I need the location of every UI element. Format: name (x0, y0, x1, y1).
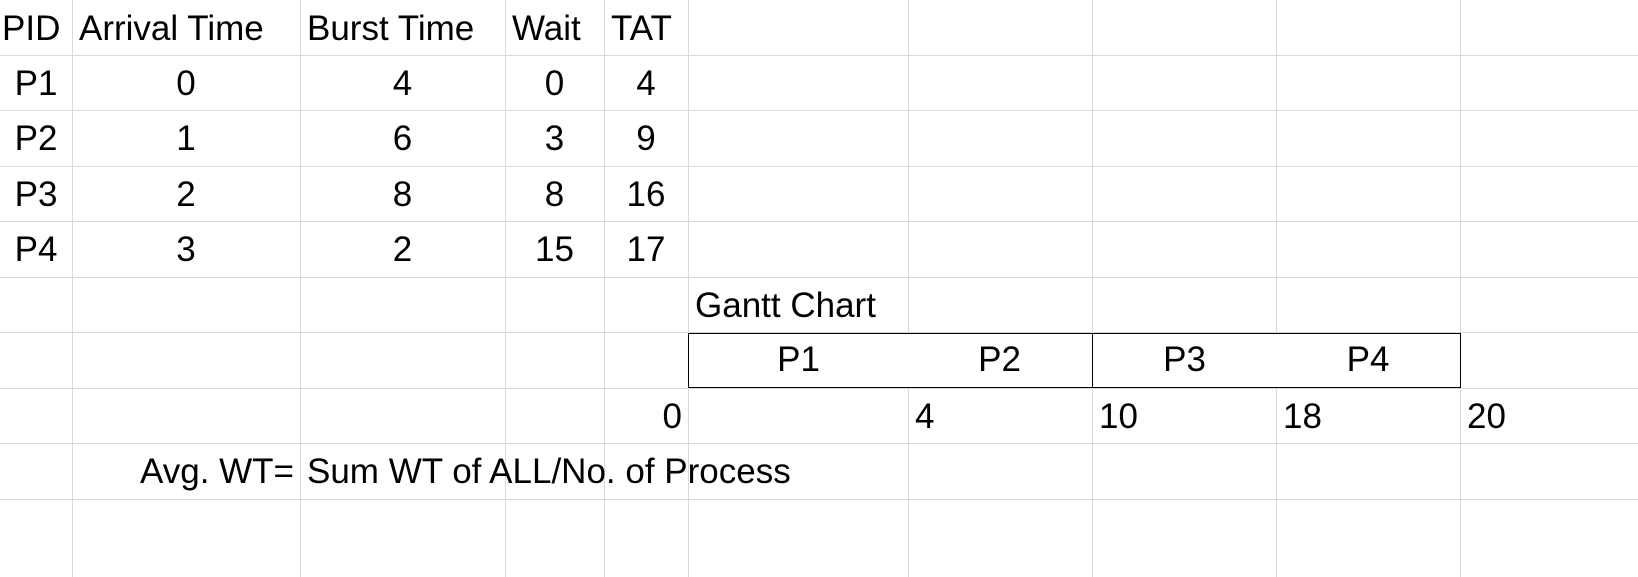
gantt-time-marker[interactable]: 0 (662, 397, 682, 436)
header-pid[interactable]: PID (2, 9, 61, 48)
cell-pid[interactable]: P1 (14, 64, 58, 103)
cell-wait[interactable]: 0 (544, 64, 565, 103)
cell-tat[interactable]: 17 (626, 230, 666, 269)
header-burst-time[interactable]: Burst Time (307, 9, 475, 48)
avg-wt-label[interactable]: Avg. WT= (140, 452, 294, 491)
cell-burst-time[interactable]: 6 (392, 119, 413, 158)
grid-vline (604, 0, 605, 577)
header-wait[interactable]: Wait (512, 9, 581, 48)
grid-vline (505, 0, 506, 577)
grid-hline (0, 277, 1638, 278)
cell-burst-time[interactable]: 2 (392, 230, 413, 269)
header-arrival-time[interactable]: Arrival Time (79, 9, 264, 48)
grid-vline (908, 0, 909, 577)
cell-arrival-time[interactable]: 2 (176, 175, 196, 214)
gantt-time-marker[interactable]: 4 (915, 397, 935, 436)
gantt-time-marker[interactable]: 18 (1283, 397, 1322, 436)
cell-tat[interactable]: 9 (636, 119, 656, 158)
gantt-time-marker[interactable]: 10 (1099, 397, 1138, 436)
cell-pid[interactable]: P2 (14, 119, 58, 158)
grid-vline (1276, 0, 1277, 577)
grid-vline (1460, 0, 1461, 577)
grid-hline (0, 332, 1638, 333)
grid-vline (300, 0, 301, 577)
gantt-block-p3[interactable]: P3 (1092, 333, 1277, 388)
gantt-block-p4[interactable]: P4 (1276, 333, 1461, 388)
cell-tat[interactable]: 16 (626, 175, 666, 214)
grid-hline (0, 443, 1638, 444)
cell-arrival-time[interactable]: 3 (176, 230, 196, 269)
grid-vline (1092, 0, 1093, 577)
grid-hline (0, 166, 1638, 167)
grid-vline (688, 0, 689, 577)
cell-burst-time[interactable]: 8 (392, 175, 413, 214)
cell-wait[interactable]: 15 (535, 230, 574, 269)
cell-pid[interactable]: P3 (14, 175, 58, 214)
gantt-block-p1[interactable]: P1 (688, 333, 909, 388)
grid-vline (72, 0, 73, 577)
grid-hline (0, 499, 1638, 500)
gantt-block-p2[interactable]: P2 (907, 333, 1093, 388)
cell-pid[interactable]: P4 (14, 230, 58, 269)
grid-hline (0, 388, 1638, 389)
cell-wait[interactable]: 8 (544, 175, 565, 214)
grid-hline (0, 55, 1638, 56)
grid-hline (0, 221, 1638, 222)
cell-tat[interactable]: 4 (636, 64, 656, 103)
avg-wt-formula[interactable]: Sum WT of ALL/No. of Process (307, 452, 791, 491)
cell-wait[interactable]: 3 (544, 119, 565, 158)
cell-burst-time[interactable]: 4 (392, 64, 413, 103)
gantt-chart-title[interactable]: Gantt Chart (695, 286, 876, 325)
cell-arrival-time[interactable]: 0 (176, 64, 196, 103)
cell-arrival-time[interactable]: 1 (176, 119, 196, 158)
gantt-time-marker[interactable]: 20 (1467, 397, 1506, 436)
header-tat[interactable]: TAT (611, 9, 672, 48)
grid-hline (0, 110, 1638, 111)
